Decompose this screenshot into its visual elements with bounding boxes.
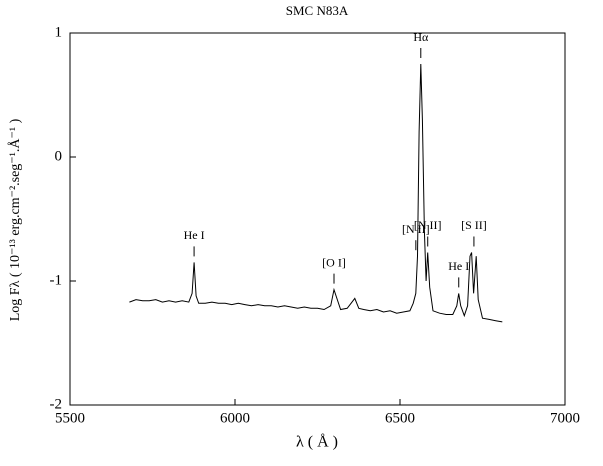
annotation-label: Hα [413, 30, 429, 44]
y-tick-label: 1 [55, 24, 63, 40]
annotation-label: He I [448, 259, 469, 273]
annotation-label: [O I] [322, 255, 346, 269]
spectrum-line [129, 63, 503, 323]
x-tick-label: 7000 [550, 410, 580, 426]
y-tick-label: -2 [50, 396, 63, 412]
y-tick-label: 0 [55, 148, 63, 164]
annotation-label: He I [184, 228, 205, 242]
annotation-label: [N II] [402, 222, 430, 236]
annotation-label: [N II] [414, 218, 442, 232]
plot-frame [69, 32, 566, 406]
x-axis-label: λ ( Å ) [296, 433, 338, 451]
y-axis-label: Log Fλ ( 10⁻¹³ erg.cm⁻².seg⁻¹.Å⁻¹ ) [7, 118, 23, 321]
x-tick-label: 6500 [385, 410, 415, 426]
x-tick-label: 6000 [220, 410, 250, 426]
y-tick-label: -1 [50, 272, 63, 288]
x-tick-label: 5500 [55, 410, 85, 426]
chart-title: SMC N83A [286, 3, 349, 18]
annotation-label: [S II] [461, 218, 487, 232]
